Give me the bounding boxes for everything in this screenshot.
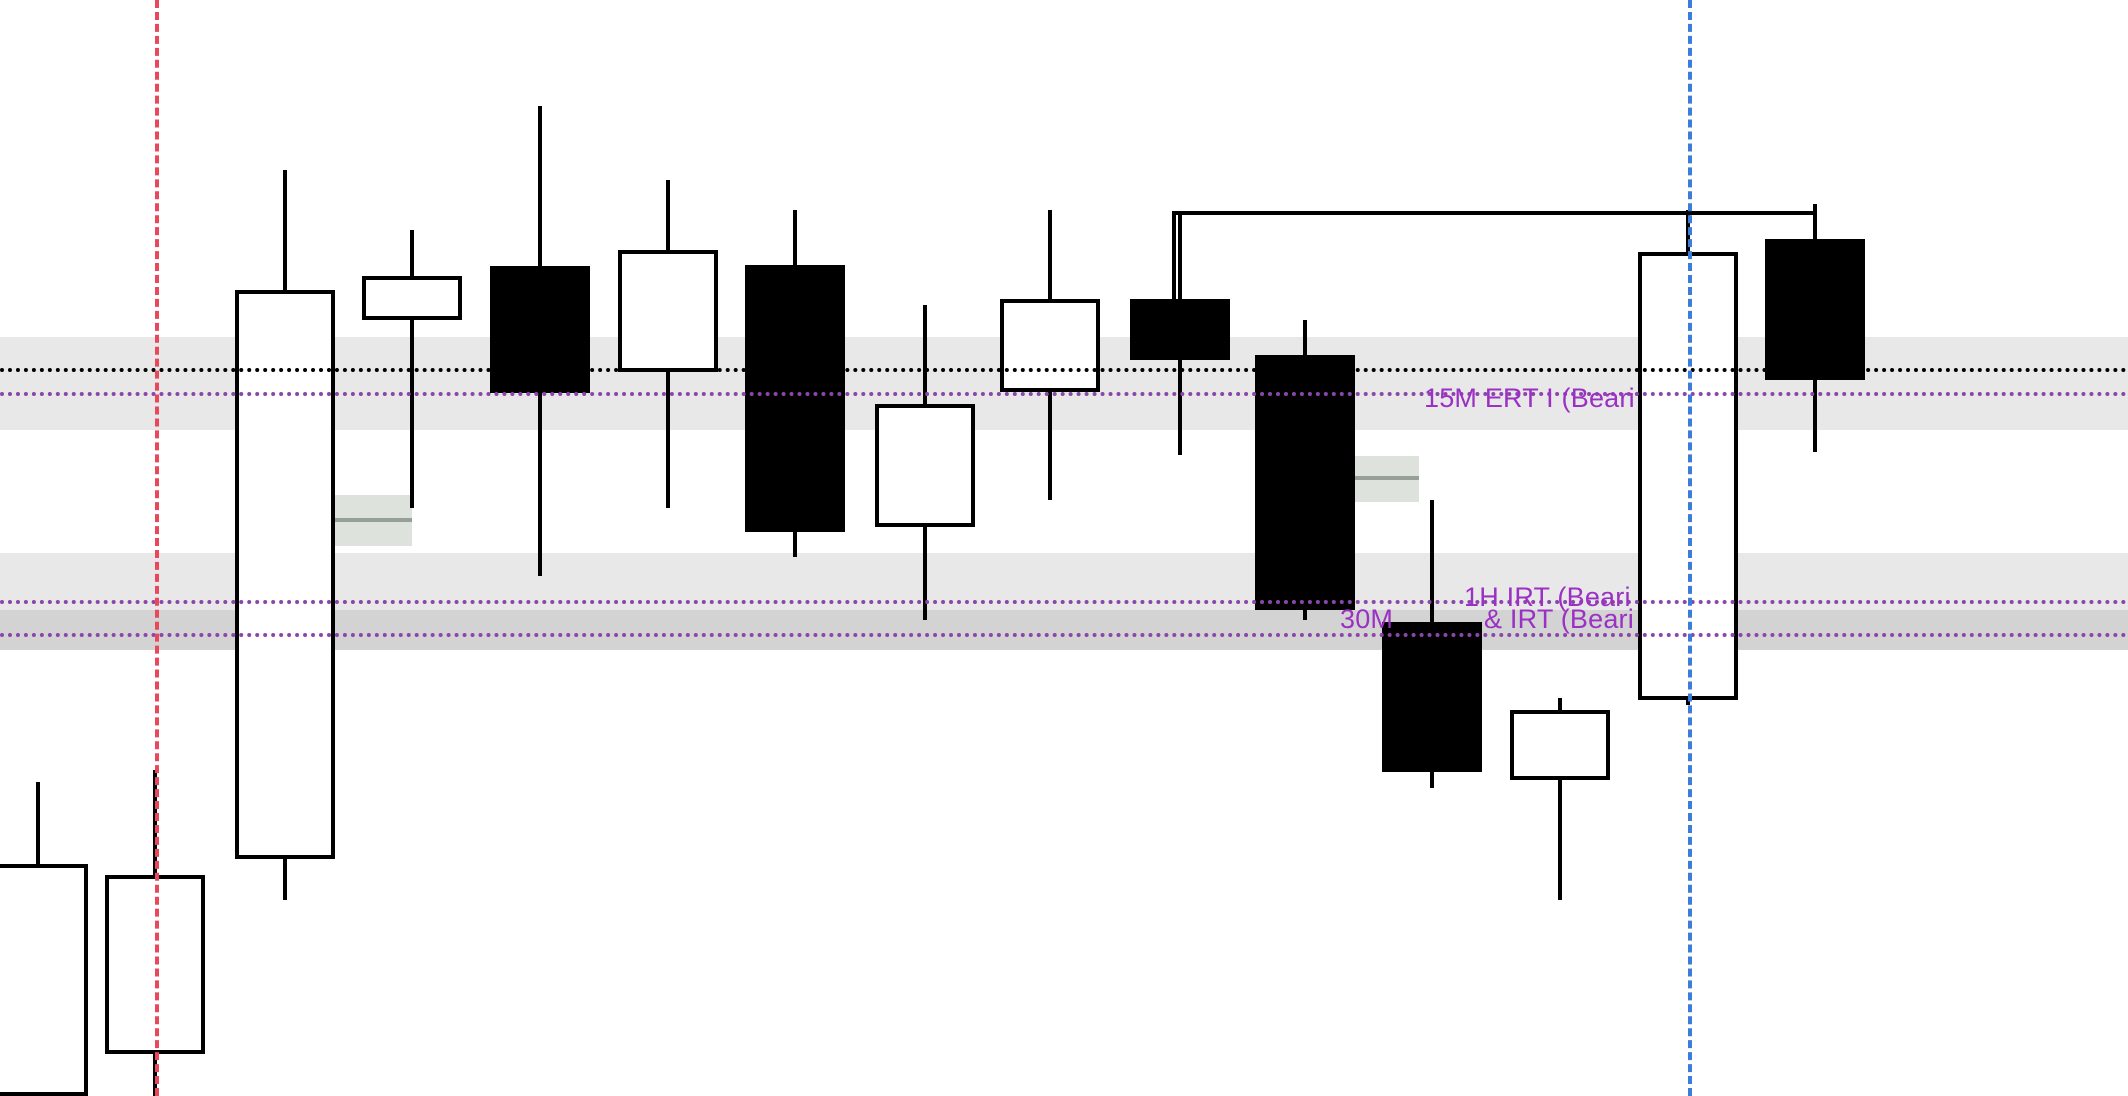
current-time-marker[interactable] [1688, 0, 1692, 1096]
candle-4[interactable] [490, 106, 590, 576]
candle-body [0, 864, 88, 1096]
zone-line-1h-irt [0, 600, 2128, 604]
price-level-line [0, 368, 2128, 372]
candle-body [1382, 622, 1482, 772]
candle-body [235, 290, 335, 859]
candle-8[interactable] [1000, 210, 1100, 500]
candle-6[interactable] [745, 210, 845, 557]
zone-label-30m-ert-irt-suffix[interactable]: & IRT (Beari [1484, 604, 1634, 634]
candle-body [745, 265, 845, 532]
candle-body [1510, 710, 1610, 780]
candle-2[interactable] [235, 170, 335, 900]
candle-wick [1558, 698, 1562, 900]
candle-body [1130, 299, 1230, 360]
zone-line-15m-ert [0, 392, 2128, 396]
zone-label-15m-ert[interactable]: 15M ERT I (Beari [1424, 383, 1635, 413]
zone-label-30m-ert-irt-prefix[interactable]: 30M [1340, 604, 1394, 634]
candle-10[interactable] [1255, 320, 1355, 620]
candle-body [618, 250, 718, 372]
session-open-marker[interactable] [155, 0, 159, 1096]
candle-body [1000, 299, 1100, 392]
fvg-median-line-2 [1337, 476, 1419, 480]
candle-14[interactable] [1765, 204, 1865, 452]
zone-line-30m-ert-irt [0, 633, 2128, 637]
candle-body [1255, 355, 1355, 610]
candle-9[interactable] [1130, 212, 1230, 455]
candle-7[interactable] [875, 305, 975, 620]
candle-11[interactable] [1382, 500, 1482, 788]
candle-body [1765, 239, 1865, 380]
candle-body [362, 276, 462, 320]
candle-body [875, 404, 975, 527]
zone-label-1h-irt[interactable]: 1H IRT (Beari [1464, 582, 1631, 612]
candle-5[interactable] [618, 180, 718, 508]
candle-12[interactable] [1510, 698, 1610, 900]
fvg-median-line-1 [330, 518, 412, 522]
fvg-box-1 [330, 495, 412, 546]
zone-band-30m-ert-irt [0, 610, 2128, 650]
range-bracket[interactable] [1172, 211, 1817, 331]
candle-body [490, 266, 590, 393]
candle-0[interactable] [0, 782, 88, 1096]
